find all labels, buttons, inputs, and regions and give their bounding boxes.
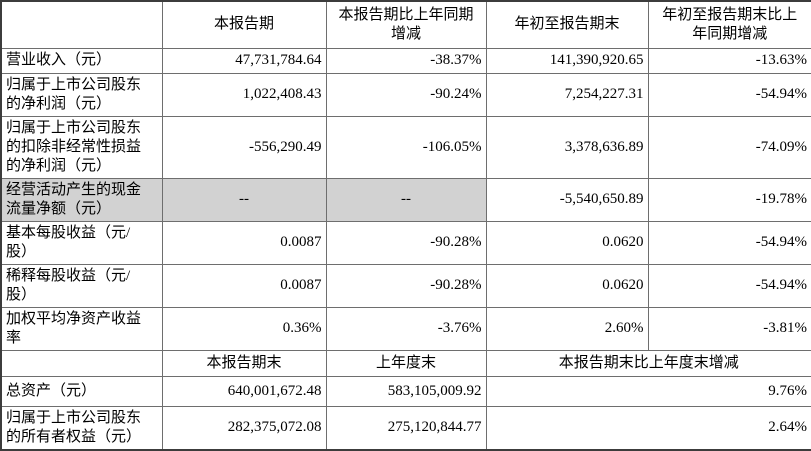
header-change-vs-prior-year-end: 本报告期末比上年度末增减 xyxy=(485,349,811,377)
header-ytd-yoy: 年初至报告期末比上 年同期增减 xyxy=(647,0,811,49)
cell-ytd: 141,390,920.65 xyxy=(485,47,649,74)
cell-ytd: 3,378,636.89 xyxy=(485,115,649,179)
cell-current-period: 47,731,784.64 xyxy=(161,47,327,74)
row-label: 归属于上市公司股东 的净利润（元） xyxy=(0,72,163,117)
cell-ytd-yoy: -54.94% xyxy=(647,220,811,265)
row-label: 经营活动产生的现金 流量净额（元） xyxy=(0,177,163,222)
cell-current-period-yoy: -38.37% xyxy=(325,47,487,74)
cell-current-period-end: 282,375,072.08 xyxy=(161,405,327,450)
cell-current-period: 1,022,408.43 xyxy=(161,72,327,117)
cell-current-period: -556,290.49 xyxy=(161,115,327,179)
header-blank-cell xyxy=(0,0,163,49)
cell-prior-year-end: 275,120,844.77 xyxy=(325,405,487,450)
table-header-row: 本报告期 本报告期比上年同期 增减 年初至报告期末 年初至报告期末比上 年同期增… xyxy=(0,0,811,49)
header-ytd: 年初至报告期末 xyxy=(485,0,649,49)
cell-ytd-yoy: -74.09% xyxy=(647,115,811,179)
cell-current-period: -- xyxy=(161,177,327,222)
cell-ytd: 0.0620 xyxy=(485,220,649,265)
header-current-period-yoy: 本报告期比上年同期 增减 xyxy=(325,0,487,49)
cell-current-period-yoy: -- xyxy=(325,177,487,222)
row-label: 稀释每股收益（元/ 股） xyxy=(0,263,163,308)
table-row-net-profit-excl-nonrecurring: 归属于上市公司股东 的扣除非经常性损益 的净利润（元） -556,290.49 … xyxy=(0,115,811,179)
header-current-period: 本报告期 xyxy=(161,0,327,49)
row-label: 基本每股收益（元/ 股） xyxy=(0,220,163,265)
cell-ytd-yoy: -54.94% xyxy=(647,72,811,117)
header-current-period-end: 本报告期末 xyxy=(161,349,327,377)
cell-current-period-yoy: -3.76% xyxy=(325,306,487,351)
table-row-equity-attributable: 归属于上市公司股东 的所有者权益（元） 282,375,072.08 275,1… xyxy=(0,405,811,450)
table-row-operating-cash-flow: 经营活动产生的现金 流量净额（元） -- -- -5,540,650.89 -1… xyxy=(0,177,811,222)
row-label: 归属于上市公司股东 的扣除非经常性损益 的净利润（元） xyxy=(0,115,163,179)
cell-current-period: 0.0087 xyxy=(161,220,327,265)
table-row-net-profit: 归属于上市公司股东 的净利润（元） 1,022,408.43 -90.24% 7… xyxy=(0,72,811,117)
table-row-diluted-eps: 稀释每股收益（元/ 股） 0.0087 -90.28% 0.0620 -54.9… xyxy=(0,263,811,308)
cell-ytd: 7,254,227.31 xyxy=(485,72,649,117)
cell-ytd-yoy: -3.81% xyxy=(647,306,811,351)
row-label: 总资产（元） xyxy=(0,375,163,407)
cell-current-period-yoy: -106.05% xyxy=(325,115,487,179)
row-label: 归属于上市公司股东 的所有者权益（元） xyxy=(0,405,163,450)
cell-change-vs-prior-year-end: 9.76% xyxy=(485,375,811,407)
table-row-total-assets: 总资产（元） 640,001,672.48 583,105,009.92 9.7… xyxy=(0,375,811,407)
cell-current-period: 0.0087 xyxy=(161,263,327,308)
cell-current-period-end: 640,001,672.48 xyxy=(161,375,327,407)
period-end-header-row: 本报告期末 上年度末 本报告期末比上年度末增减 xyxy=(0,349,811,377)
table-row-basic-eps: 基本每股收益（元/ 股） 0.0087 -90.28% 0.0620 -54.9… xyxy=(0,220,811,265)
row-label: 加权平均净资产收益 率 xyxy=(0,306,163,351)
row-label: 营业收入（元） xyxy=(0,47,163,74)
cell-current-period-yoy: -90.28% xyxy=(325,263,487,308)
table-row-operating-revenue: 营业收入（元） 47,731,784.64 -38.37% 141,390,92… xyxy=(0,47,811,74)
header-prior-year-end: 上年度末 xyxy=(325,349,487,377)
cell-current-period: 0.36% xyxy=(161,306,327,351)
cell-ytd: 2.60% xyxy=(485,306,649,351)
cell-ytd-yoy: -19.78% xyxy=(647,177,811,222)
table-row-weighted-avg-roe: 加权平均净资产收益 率 0.36% -3.76% 2.60% -3.81% xyxy=(0,306,811,351)
cell-prior-year-end: 583,105,009.92 xyxy=(325,375,487,407)
cell-ytd: 0.0620 xyxy=(485,263,649,308)
cell-ytd-yoy: -54.94% xyxy=(647,263,811,308)
cell-ytd: -5,540,650.89 xyxy=(485,177,649,222)
cell-change-vs-prior-year-end: 2.64% xyxy=(485,405,811,450)
cell-ytd-yoy: -13.63% xyxy=(647,47,811,74)
period-end-blank-cell xyxy=(0,349,163,377)
cell-current-period-yoy: -90.28% xyxy=(325,220,487,265)
cell-current-period-yoy: -90.24% xyxy=(325,72,487,117)
